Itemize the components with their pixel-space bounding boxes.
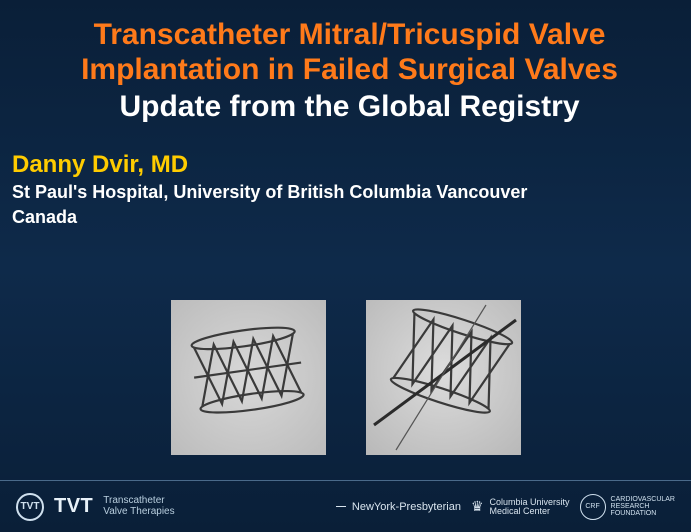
tvt-sub-2: Valve Therapies — [103, 507, 174, 518]
author-affiliation-2: Canada — [12, 206, 691, 229]
footer: TVT TVT Transcatheter Valve Therapies Ne… — [0, 480, 691, 532]
stent-frame-with-wire-icon — [366, 300, 521, 455]
title-subtitle: Update from the Global Registry — [20, 89, 679, 125]
crf-glyph-icon: CRF — [580, 494, 606, 520]
tvt-logo-subtext: Transcatheter Valve Therapies — [103, 496, 174, 517]
sponsor-cu-line2: Medical Center — [490, 507, 570, 516]
sponsor-nyp-text: NewYork-Presbyterian — [352, 501, 461, 513]
tvt-glyph-icon: TVT — [16, 493, 44, 521]
author-name: Danny Dvir, MD — [12, 151, 691, 179]
author-affiliation-1: St Paul's Hospital, University of Britis… — [12, 181, 691, 204]
title-block: Transcatheter Mitral/Tricuspid Valve Imp… — [0, 0, 691, 133]
title-line-1: Transcatheter Mitral/Tricuspid Valve — [20, 18, 679, 53]
image-row — [0, 300, 691, 455]
crf-line1: CARDIOVASCULAR — [611, 496, 675, 503]
crf-line2: RESEARCH — [611, 503, 675, 510]
crown-icon: ♛ — [471, 498, 484, 515]
nyp-dash-icon — [336, 506, 346, 507]
slide: Transcatheter Mitral/Tricuspid Valve Imp… — [0, 0, 691, 532]
title-line-2: Implantation in Failed Surgical Valves — [20, 53, 679, 88]
fluoro-thumbnail-right — [366, 300, 521, 455]
stent-frame-icon — [171, 300, 326, 455]
crf-line3: FOUNDATION — [611, 510, 675, 517]
tvt-logo: TVT TVT Transcatheter Valve Therapies — [16, 493, 175, 521]
author-block: Danny Dvir, MD St Paul's Hospital, Unive… — [0, 133, 691, 228]
sponsor-columbia: ♛ Columbia University Medical Center — [471, 498, 570, 516]
sponsor-nyp: NewYork-Presbyterian — [336, 501, 461, 513]
sponsor-crf: CRF CARDIOVASCULAR RESEARCH FOUNDATION — [580, 494, 675, 520]
tvt-logo-text: TVT — [54, 495, 93, 518]
fluoro-thumbnail-left — [171, 300, 326, 455]
tvt-sub-1: Transcatheter — [103, 496, 174, 507]
